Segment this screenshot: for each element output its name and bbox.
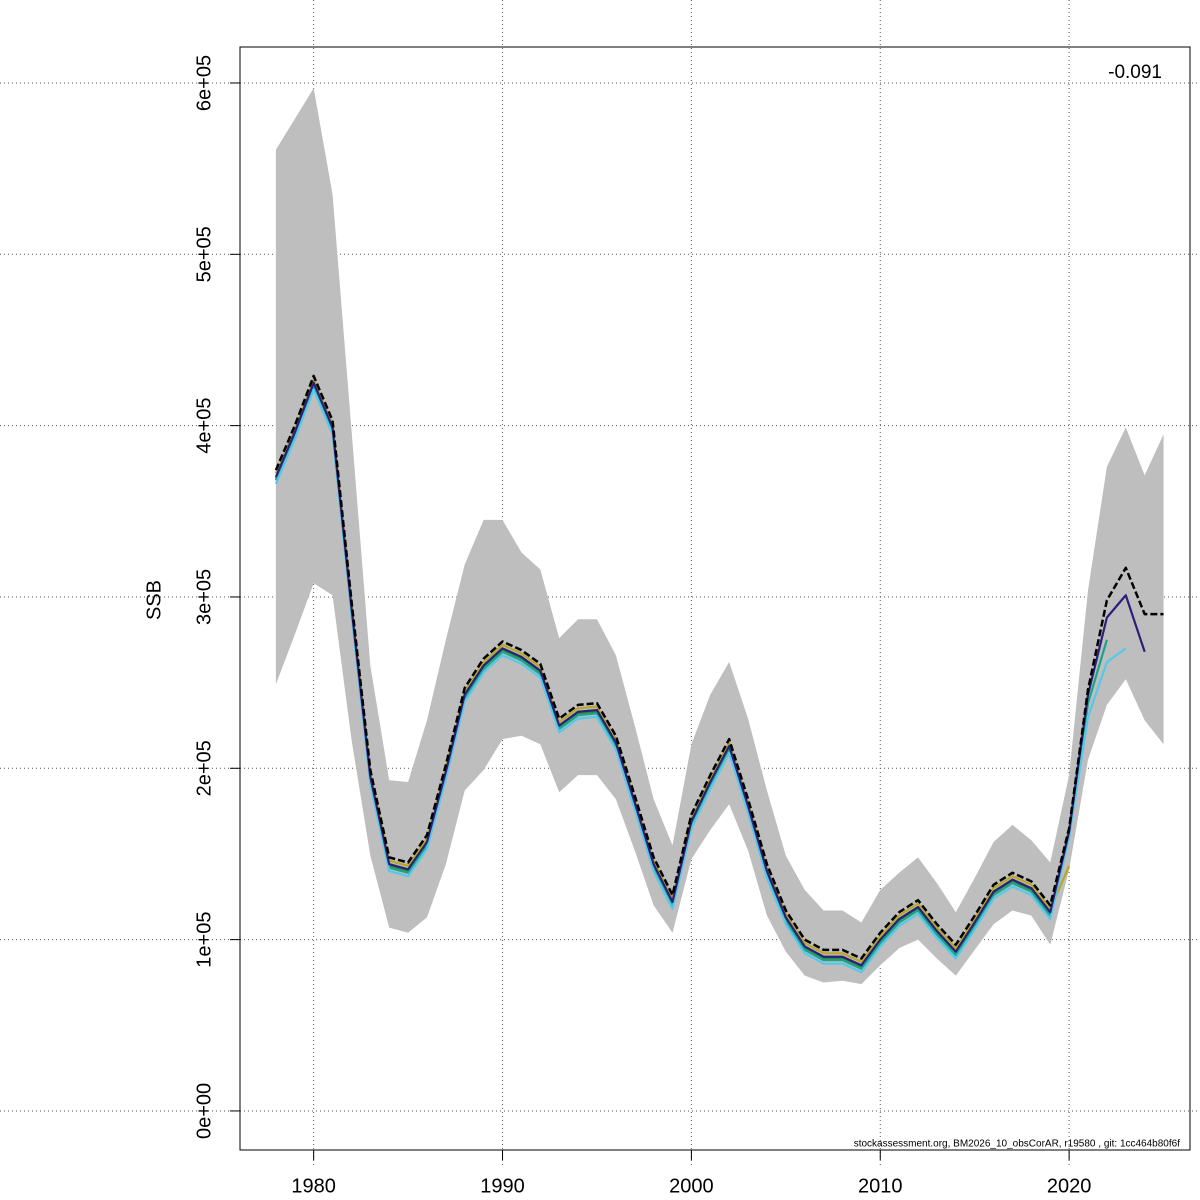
x-tick-label: 2010: [858, 1175, 903, 1197]
y-tick-label: 5e+05: [193, 226, 215, 282]
annotation: -0.091: [1108, 62, 1162, 83]
x-tick-label: 1990: [480, 1175, 525, 1197]
y-axis-label: SSB: [143, 580, 165, 620]
y-tick-label: 1e+05: [193, 912, 215, 968]
y-tick-label: 2e+05: [193, 740, 215, 796]
y-tick-label: 3e+05: [193, 569, 215, 625]
plot-frame: [239, 46, 1191, 1151]
confidence-band: [275, 88, 1164, 985]
footer: stockassessment.org, BM2026_10_obsCorAR,…: [854, 1139, 1181, 1150]
x-tick-label: 2000: [669, 1175, 714, 1197]
series-line: [274, 388, 1127, 974]
series-line: [274, 374, 1164, 960]
y-tick-label: 6e+05: [193, 55, 215, 111]
y-tick-label: 4e+05: [193, 398, 215, 454]
y-tick-label: 0e+00: [193, 1083, 215, 1139]
series-line: [274, 381, 1146, 967]
x-tick-label: 1980: [291, 1175, 336, 1197]
x-tick-label: 2020: [1047, 1175, 1092, 1197]
